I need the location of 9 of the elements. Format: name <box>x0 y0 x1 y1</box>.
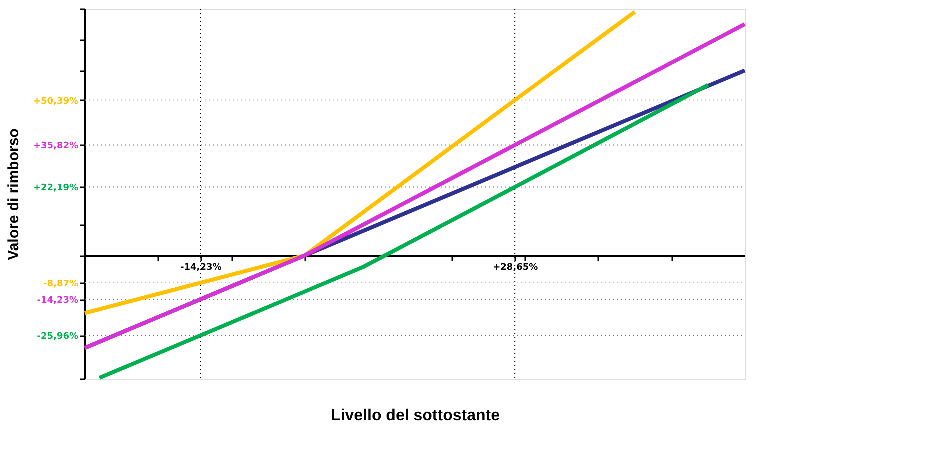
x-axis-title: Livello del sottostante <box>331 408 500 424</box>
x-tick-label: +28,65% <box>493 263 538 274</box>
y-axis-title: Valore di rimborso <box>5 128 22 260</box>
y-tick-label: -14,23% <box>37 296 78 306</box>
y-tick-label: -25,96% <box>37 332 78 342</box>
y-tick-label: +50,39% <box>33 96 78 107</box>
y-tick-label: -8,87% <box>44 280 78 290</box>
y-tick-label: +35,82% <box>33 142 78 152</box>
y-tick-label: +22,19% <box>33 184 78 194</box>
